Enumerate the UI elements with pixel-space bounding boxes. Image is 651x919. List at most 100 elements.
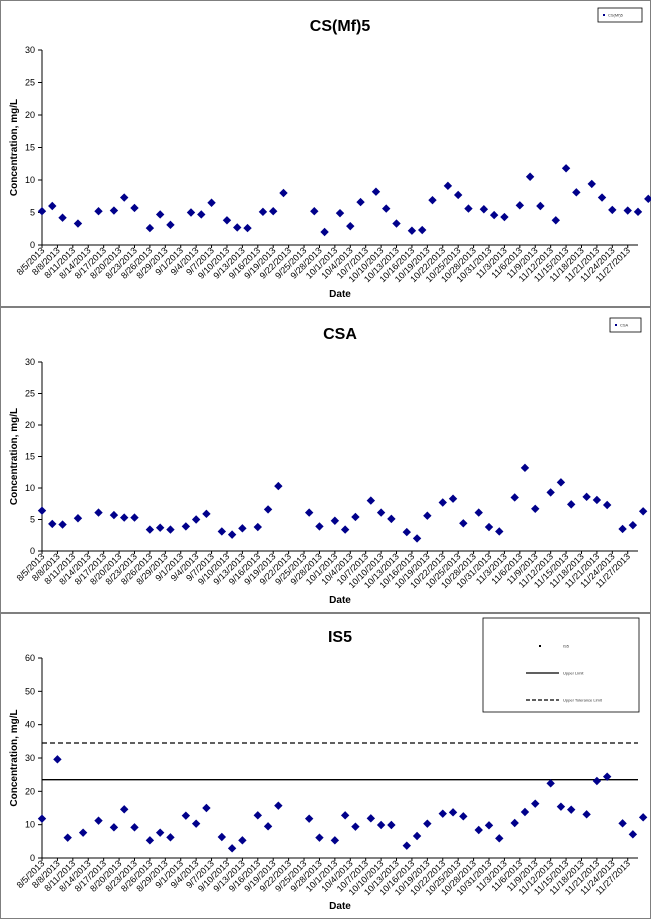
data-point [73,514,83,523]
data-point [186,208,196,217]
y-tick-label: 25 [25,389,35,399]
data-point [602,500,612,510]
data-point [279,188,288,198]
y-tick-label: 0 [30,546,35,556]
y-tick-label: 0 [30,240,35,250]
chart-panel-csmf5: CS(Mf)5 0 5 10 15 20 25 30 Concentration, mg/L 8/… [0,0,651,307]
data-point [335,208,345,218]
data-point [633,207,643,217]
y-tick-label: 50 [25,686,35,696]
chart-title: CS(Mf)5 [310,18,371,35]
data-point [531,799,540,808]
data-point [489,210,499,220]
y-axis-label: Concentration, mg/L [9,99,20,196]
data-point [525,172,535,181]
data-point [330,516,340,525]
chart-panel-is5: IS5 0 10 20 30 40 50 60 Concentration, mg/L 8/5/2… [0,613,651,919]
y-axis-label: Concentration, mg/L [9,408,20,505]
data-point [356,197,365,207]
y-tick-label: 30 [25,357,35,367]
data-point [602,772,612,781]
y-tick-label: 10 [25,820,35,830]
data-point [556,478,566,487]
data-point [263,505,273,514]
x-axis-label: Date [329,289,351,300]
data-point [392,219,401,228]
data-point [448,494,458,503]
data-point [202,509,211,519]
data-point [320,227,329,237]
data-point [130,203,139,213]
data-point [510,818,519,828]
y-tick-label: 5 [30,208,35,218]
data-point [510,493,519,502]
data-point [418,225,427,235]
data-point [48,201,57,211]
data-point [567,500,576,509]
data-point [644,194,651,204]
data-point [227,530,237,539]
legend-label: CSA [620,323,629,328]
y-tick-label: 30 [25,45,35,55]
legend-marker [539,645,541,647]
y-tick-label: 20 [25,110,35,120]
chart-frame [0,307,651,613]
data-point [37,207,47,216]
data-point [120,193,129,202]
data-point [274,481,283,491]
data-point [130,513,139,522]
chart-panel-csa: CSA 0 5 10 15 20 25 30 Concentration, mg/L 8/5/20… [0,307,651,613]
data-point [58,213,67,222]
data-point [484,522,494,532]
data-point [217,832,227,842]
data-point [109,206,119,215]
data-point [73,219,83,228]
data-point [145,223,155,233]
legend-label: Upper Limit [563,671,584,676]
chart-title: CSA [323,326,357,343]
data-point [382,204,391,213]
legend-box [482,617,640,713]
data-point [474,825,483,835]
data-point [387,514,396,524]
y-tick-label: 20 [25,420,35,430]
x-axis-label: Date [329,901,351,912]
legend-label: IS5 [563,644,570,649]
data-point [551,216,560,225]
legend: CS(Mf)5 [597,7,643,23]
legend-label: CS(Mf)5 [608,13,624,18]
data-point [269,207,278,216]
y-tick-label: 25 [25,78,35,88]
data-point [120,513,129,522]
data-point [310,207,319,216]
series-points [37,164,651,237]
data-point [592,495,602,505]
data-point [572,188,581,197]
legend-box [609,317,642,333]
data-point [407,226,417,235]
legend-box [597,7,643,23]
data-point [520,463,530,473]
data-point [438,498,447,507]
y-tick-label: 60 [25,653,35,663]
legend: CSA [609,317,642,333]
data-point [608,205,617,215]
data-point [207,198,216,207]
data-point [166,220,175,230]
y-tick-label: 30 [25,753,35,763]
legend-marker [615,324,617,326]
data-point [346,221,355,231]
data-point [500,212,509,222]
y-tick-label: 5 [30,515,35,525]
y-tick-label: 40 [25,720,35,730]
data-point [464,204,473,213]
y-tick-label: 15 [25,143,35,153]
chart-frame [0,0,651,307]
data-point [443,181,453,191]
data-point [94,508,103,517]
data-point [233,223,242,232]
data-point [371,187,381,196]
